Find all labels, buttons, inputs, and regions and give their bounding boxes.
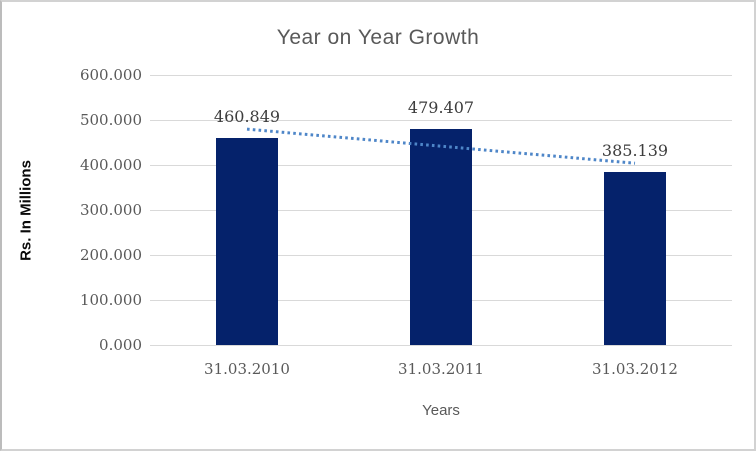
bar-31.03.2011 xyxy=(410,129,472,345)
gridline-600.000 xyxy=(150,75,732,76)
x-tick-label-31.03.2012: 31.03.2012 xyxy=(592,360,678,378)
bar-31.03.2012 xyxy=(604,171,666,345)
data-label-31.03.2012: 385.139 xyxy=(601,140,669,160)
gridline-500.000 xyxy=(150,120,732,121)
y-tick-label: 200.000 xyxy=(79,246,142,264)
y-tick-label: 300.000 xyxy=(79,201,142,219)
data-label-31.03.2010: 460.849 xyxy=(213,106,281,126)
x-tick-label-31.03.2011: 31.03.2011 xyxy=(398,360,484,378)
y-tick-label: 100.000 xyxy=(79,291,142,309)
bar-31.03.2010 xyxy=(216,137,278,345)
x-axis-title: Years xyxy=(422,402,460,419)
x-tick-label-31.03.2010: 31.03.2010 xyxy=(204,360,290,378)
y-tick-label: 500.000 xyxy=(79,111,142,129)
gridline-0.000 xyxy=(150,345,732,346)
y-tick-label: 600.000 xyxy=(79,66,142,84)
y-tick-label: 400.000 xyxy=(79,156,142,174)
data-label-31.03.2011: 479.407 xyxy=(407,98,475,118)
y-tick-label: 0.000 xyxy=(99,336,142,354)
chart-title: Year on Year Growth xyxy=(276,26,480,49)
